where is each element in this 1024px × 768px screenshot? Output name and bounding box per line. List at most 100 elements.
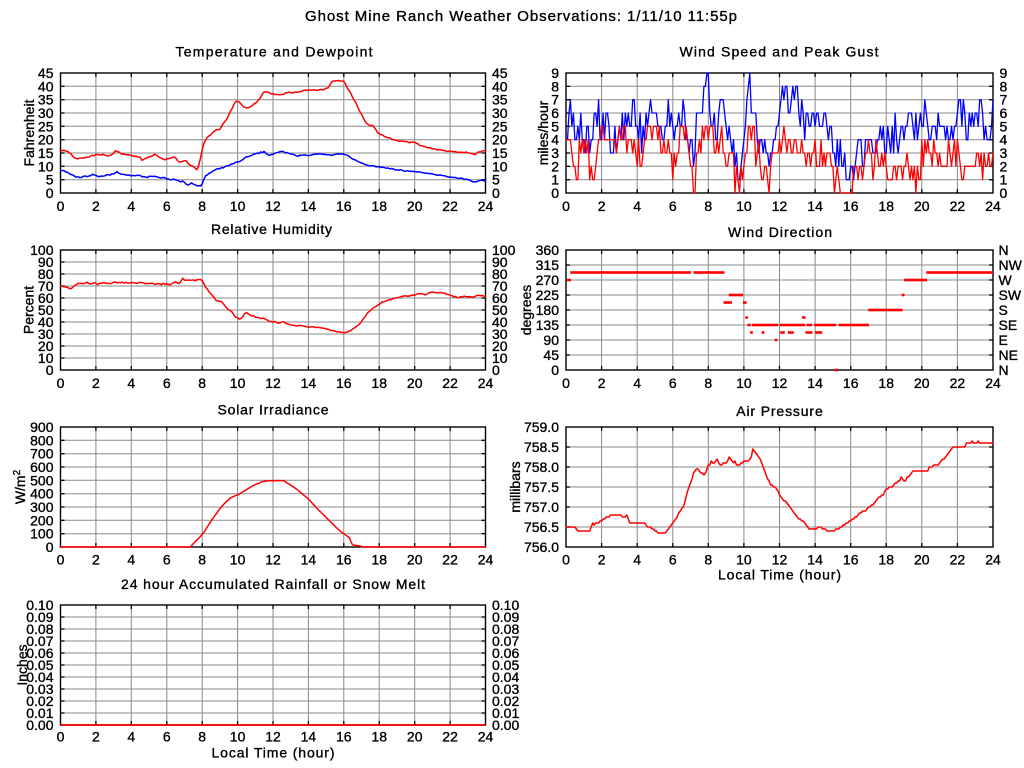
svg-text:10: 10 (230, 729, 246, 745)
svg-text:0.06: 0.06 (26, 645, 53, 661)
svg-text:24: 24 (985, 198, 1001, 214)
svg-text:14: 14 (301, 552, 317, 568)
svg-text:25: 25 (492, 118, 508, 134)
svg-text:0.04: 0.04 (492, 669, 519, 685)
svg-text:16: 16 (843, 375, 859, 391)
svg-text:10: 10 (492, 350, 508, 366)
svg-text:2: 2 (92, 198, 100, 214)
svg-text:NW: NW (999, 257, 1023, 273)
svg-text:0.02: 0.02 (26, 693, 53, 709)
svg-text:S: S (999, 302, 1008, 318)
svg-text:22: 22 (442, 552, 458, 568)
svg-text:20: 20 (492, 132, 508, 148)
svg-text:0: 0 (562, 198, 570, 214)
svg-text:18: 18 (878, 198, 894, 214)
svg-text:NE: NE (999, 347, 1018, 363)
svg-text:10: 10 (736, 552, 752, 568)
svg-text:100: 100 (30, 526, 54, 542)
svg-text:0.03: 0.03 (26, 681, 53, 697)
svg-text:0.07: 0.07 (492, 633, 519, 649)
svg-text:0.07: 0.07 (26, 633, 53, 649)
svg-text:5: 5 (46, 172, 54, 188)
svg-text:180: 180 (536, 302, 560, 318)
svg-text:20: 20 (38, 132, 54, 148)
svg-text:757.5: 757.5 (524, 479, 559, 495)
svg-text:0.08: 0.08 (26, 621, 53, 637)
svg-text:0.02: 0.02 (492, 693, 519, 709)
svg-text:10: 10 (38, 158, 54, 174)
svg-text:0.09: 0.09 (26, 609, 53, 625)
svg-text:Local Time (hour): Local Time (hour) (718, 567, 841, 583)
svg-text:900: 900 (30, 419, 54, 435)
svg-text:135: 135 (536, 317, 560, 333)
svg-text:8: 8 (704, 198, 712, 214)
svg-text:315: 315 (536, 257, 560, 273)
svg-text:Solar Irradiance: Solar Irradiance (218, 401, 329, 417)
svg-text:Relative Humidity: Relative Humidity (211, 221, 332, 237)
svg-text:22: 22 (442, 375, 458, 391)
svg-text:8: 8 (198, 198, 206, 214)
svg-text:20: 20 (914, 375, 930, 391)
svg-text:SW: SW (999, 287, 1022, 303)
svg-text:6: 6 (669, 198, 677, 214)
svg-text:Wind Speed and Peak Gust: Wind Speed and Peak Gust (680, 43, 879, 59)
svg-text:7: 7 (551, 92, 559, 108)
svg-text:20: 20 (914, 552, 930, 568)
svg-text:270: 270 (536, 272, 560, 288)
svg-text:2: 2 (92, 375, 100, 391)
svg-text:80: 80 (492, 266, 508, 282)
svg-text:0: 0 (46, 539, 54, 555)
svg-text:0.01: 0.01 (26, 705, 53, 721)
svg-text:35: 35 (492, 92, 508, 108)
svg-text:Local Time (hour): Local Time (hour) (212, 744, 335, 760)
svg-text:800: 800 (30, 432, 54, 448)
svg-text:0: 0 (57, 729, 65, 745)
svg-text:25: 25 (38, 118, 54, 134)
svg-text:5: 5 (492, 172, 500, 188)
svg-text:Inches: Inches (14, 644, 30, 685)
svg-text:0: 0 (562, 375, 570, 391)
svg-text:Fahrenheit: Fahrenheit (21, 99, 37, 166)
svg-text:22: 22 (950, 375, 966, 391)
svg-text:0.08: 0.08 (492, 621, 519, 637)
svg-text:200: 200 (30, 512, 54, 528)
svg-text:2: 2 (598, 198, 606, 214)
svg-text:70: 70 (492, 278, 508, 294)
svg-text:45: 45 (492, 65, 508, 81)
svg-text:14: 14 (301, 198, 317, 214)
svg-text:6: 6 (669, 552, 677, 568)
svg-text:16: 16 (336, 375, 352, 391)
svg-text:0.09: 0.09 (492, 609, 519, 625)
svg-text:24: 24 (478, 375, 494, 391)
svg-text:3: 3 (551, 145, 559, 161)
svg-text:N: N (999, 362, 1009, 378)
svg-text:4: 4 (551, 132, 559, 148)
svg-text:N: N (999, 242, 1009, 258)
svg-text:0: 0 (492, 185, 500, 201)
svg-text:15: 15 (38, 145, 54, 161)
svg-text:7: 7 (1000, 92, 1008, 108)
svg-text:millibars: millibars (507, 461, 523, 512)
svg-text:5: 5 (1000, 118, 1008, 134)
svg-text:18: 18 (878, 552, 894, 568)
svg-text:6: 6 (1000, 105, 1008, 121)
svg-text:6: 6 (163, 552, 171, 568)
svg-text:16: 16 (336, 198, 352, 214)
svg-text:18: 18 (371, 198, 387, 214)
svg-text:90: 90 (543, 332, 559, 348)
svg-text:16: 16 (336, 552, 352, 568)
svg-text:18: 18 (371, 552, 387, 568)
svg-text:40: 40 (492, 314, 508, 330)
svg-text:60: 60 (492, 290, 508, 306)
svg-text:24: 24 (478, 729, 494, 745)
svg-text:22: 22 (442, 198, 458, 214)
svg-text:5: 5 (551, 118, 559, 134)
svg-text:45: 45 (543, 347, 559, 363)
svg-text:30: 30 (38, 326, 54, 342)
svg-text:Ghost Mine Ranch Weather Obser: Ghost Mine Ranch Weather Observations: 1… (305, 8, 737, 25)
svg-text:W/m2: W/m2 (12, 469, 28, 504)
svg-text:Air Pressure: Air Pressure (736, 403, 823, 419)
svg-text:500: 500 (30, 472, 54, 488)
svg-text:10: 10 (736, 198, 752, 214)
svg-text:0.00: 0.00 (26, 717, 53, 733)
